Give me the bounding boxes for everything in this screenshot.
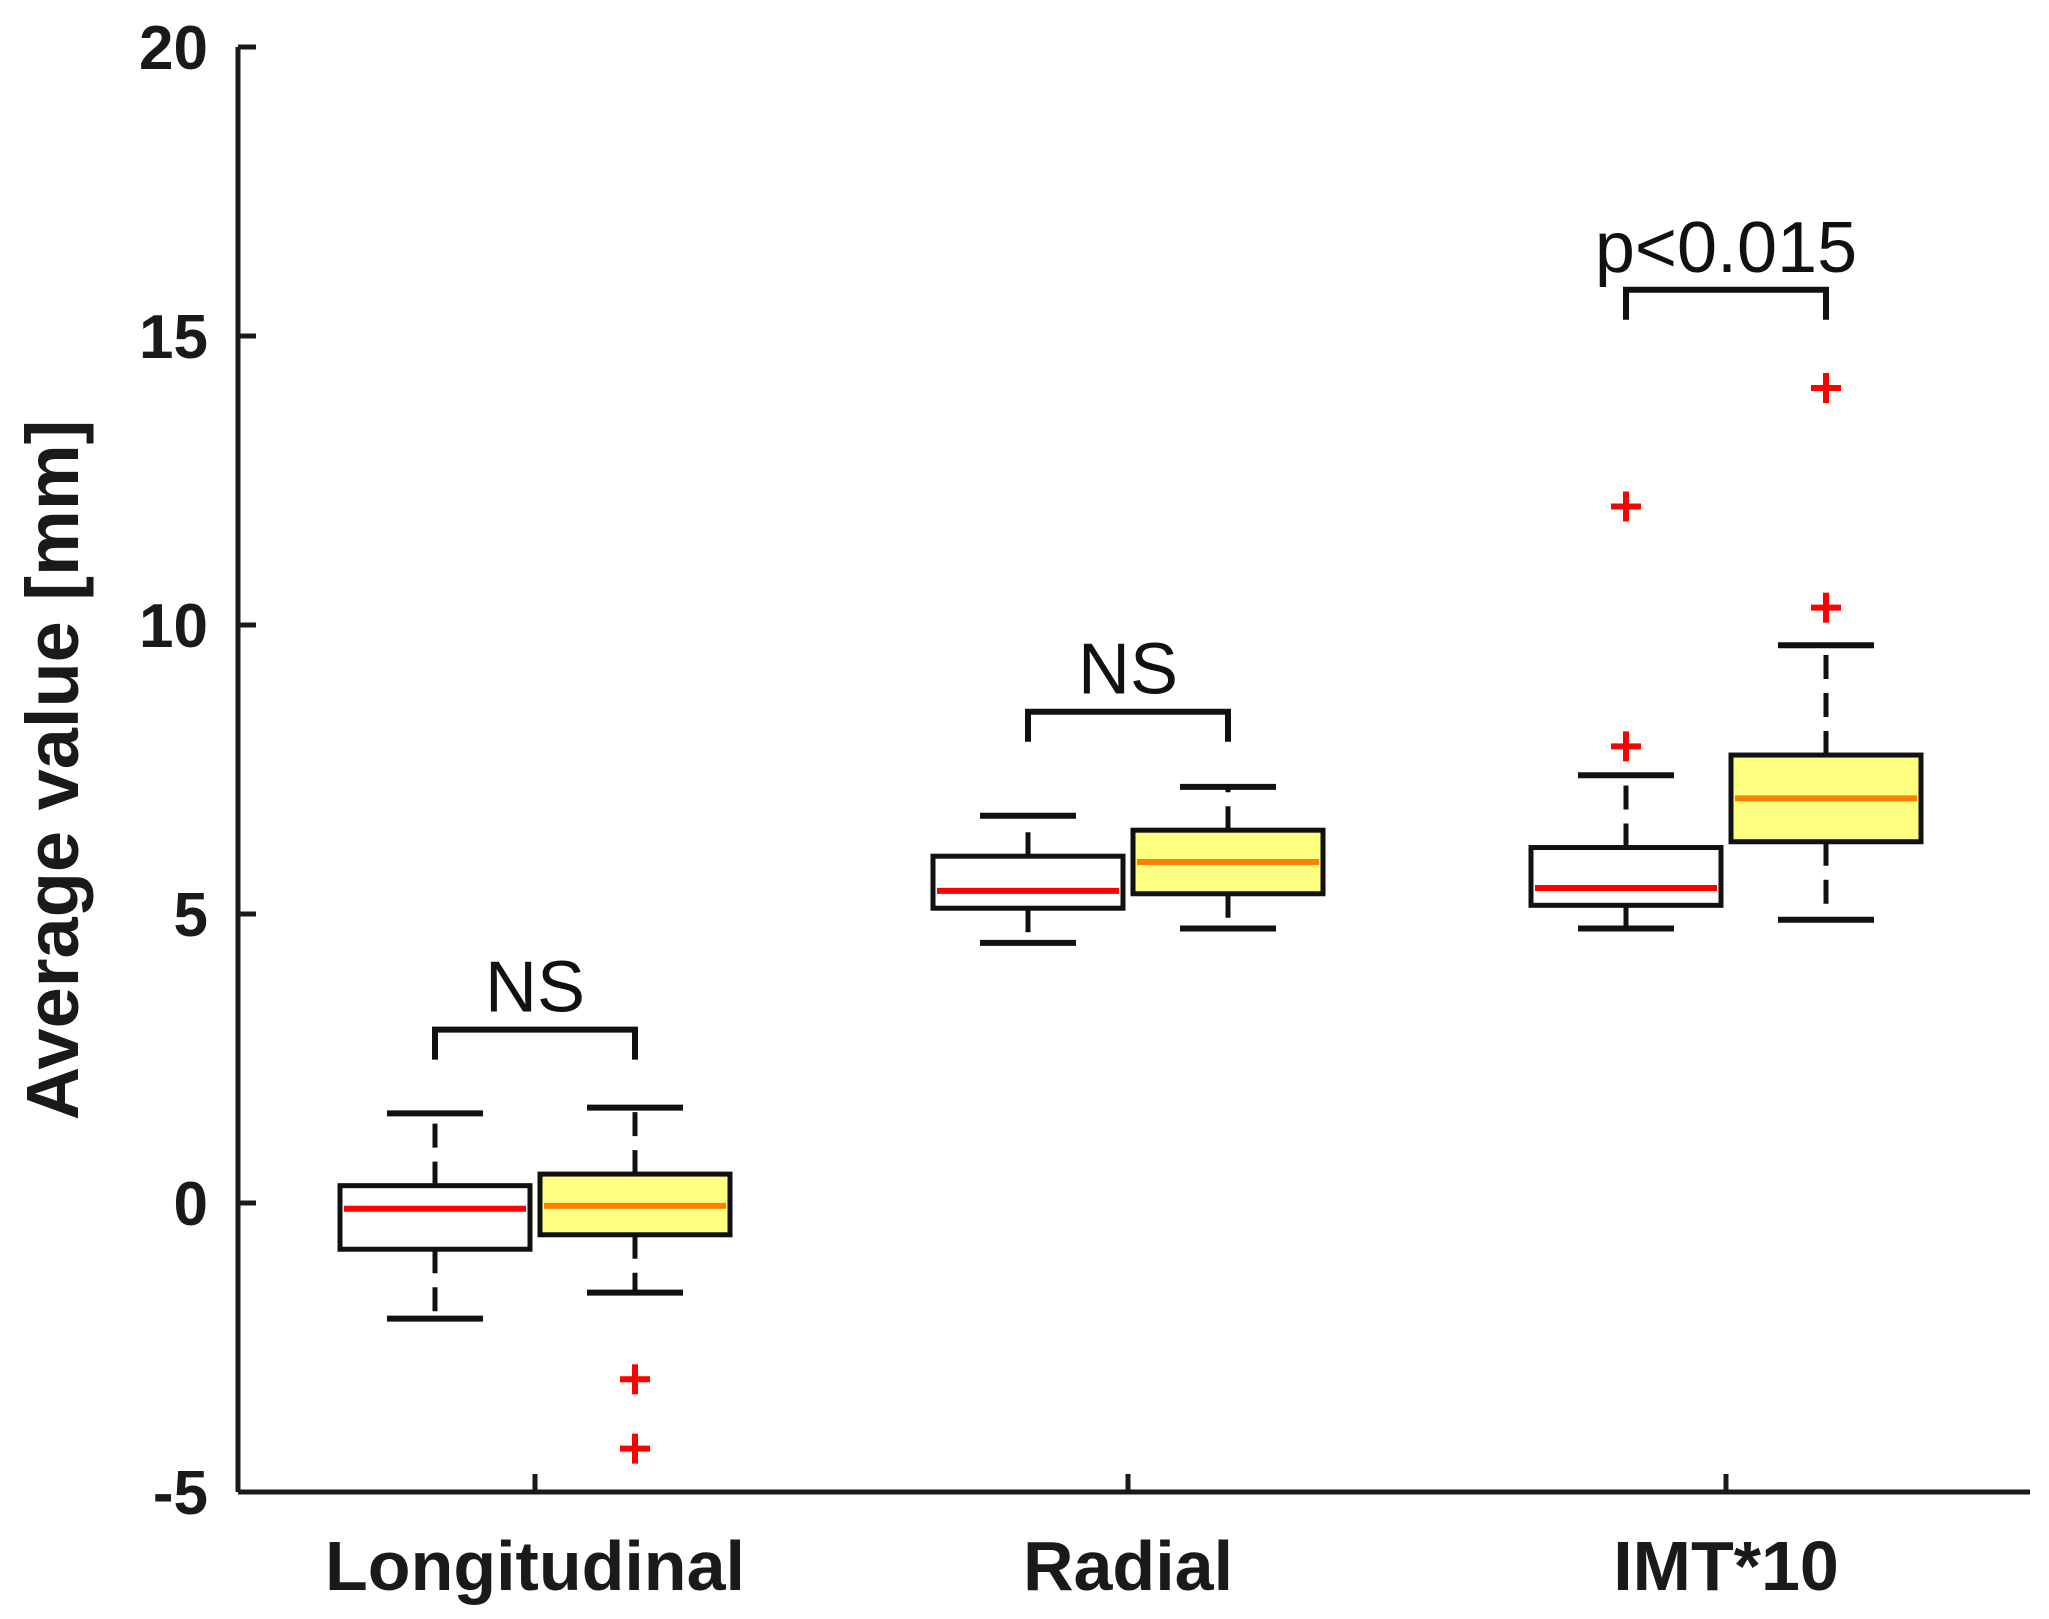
box-iqr bbox=[1528, 845, 1724, 908]
y-tick-label: 15 bbox=[139, 303, 208, 372]
y-tick-label: 0 bbox=[174, 1170, 208, 1239]
outlier-point bbox=[1811, 592, 1841, 623]
significance-label: NS bbox=[1078, 630, 1178, 710]
y-axis-title: Average value [mm] bbox=[11, 420, 94, 1121]
y-tick-label: 5 bbox=[174, 881, 208, 950]
x-category-label: Longitudinal bbox=[325, 1527, 745, 1605]
box-iqr bbox=[930, 853, 1126, 911]
y-tick-label: 20 bbox=[139, 14, 208, 83]
y-tick-label: 10 bbox=[139, 592, 208, 661]
significance-label: p<0.015 bbox=[1595, 208, 1857, 288]
x-category-label: IMT*10 bbox=[1613, 1527, 1839, 1605]
outlier-point bbox=[620, 1433, 650, 1464]
outlier-point bbox=[1611, 491, 1641, 522]
outlier-point bbox=[1611, 731, 1641, 762]
significance-bracket bbox=[432, 1026, 638, 1060]
box-iqr bbox=[337, 1183, 533, 1252]
x-category-label: Radial bbox=[1023, 1527, 1233, 1605]
significance-bracket bbox=[1623, 286, 1829, 320]
outlier-point bbox=[620, 1364, 650, 1395]
outlier-point bbox=[1811, 373, 1841, 404]
y-tick-label: -5 bbox=[153, 1459, 208, 1528]
significance-label: NS bbox=[485, 948, 585, 1028]
significance-bracket bbox=[1025, 708, 1231, 742]
